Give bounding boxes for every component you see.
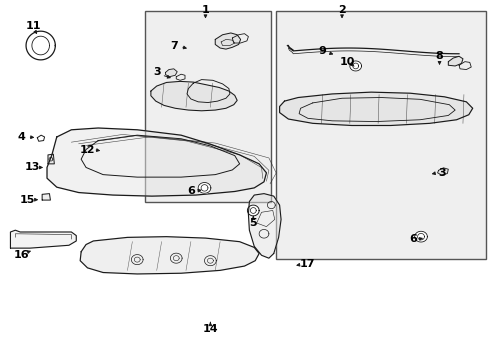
Polygon shape — [80, 237, 259, 274]
Text: 1: 1 — [201, 5, 209, 15]
Text: 12: 12 — [80, 144, 95, 154]
Polygon shape — [47, 128, 266, 196]
Polygon shape — [151, 81, 237, 111]
Polygon shape — [48, 154, 54, 164]
Text: 3: 3 — [437, 168, 445, 178]
Polygon shape — [437, 168, 447, 175]
Text: 16: 16 — [13, 250, 29, 260]
Polygon shape — [215, 33, 240, 49]
Text: 13: 13 — [25, 162, 40, 172]
Polygon shape — [42, 194, 50, 200]
Text: 17: 17 — [300, 259, 315, 269]
Text: 2: 2 — [338, 5, 345, 15]
Text: 4: 4 — [17, 132, 25, 142]
Bar — [144, 12, 271, 202]
Polygon shape — [414, 231, 427, 242]
Text: 11: 11 — [26, 21, 41, 31]
Text: 9: 9 — [318, 46, 326, 56]
Polygon shape — [247, 205, 259, 216]
Polygon shape — [198, 183, 210, 193]
Text: 14: 14 — [202, 324, 218, 334]
Bar — [276, 12, 485, 259]
Polygon shape — [279, 92, 472, 126]
Polygon shape — [10, 230, 76, 248]
Polygon shape — [26, 31, 55, 60]
Text: 7: 7 — [169, 41, 177, 50]
Text: 3: 3 — [153, 67, 160, 77]
Text: 10: 10 — [339, 57, 354, 67]
Polygon shape — [349, 61, 361, 71]
Text: 6: 6 — [408, 234, 416, 244]
Polygon shape — [165, 69, 177, 77]
Text: 6: 6 — [186, 186, 194, 196]
Polygon shape — [248, 194, 281, 258]
Text: 15: 15 — [20, 195, 35, 205]
Text: 5: 5 — [249, 218, 257, 228]
Text: 8: 8 — [435, 51, 443, 61]
Polygon shape — [447, 56, 462, 66]
